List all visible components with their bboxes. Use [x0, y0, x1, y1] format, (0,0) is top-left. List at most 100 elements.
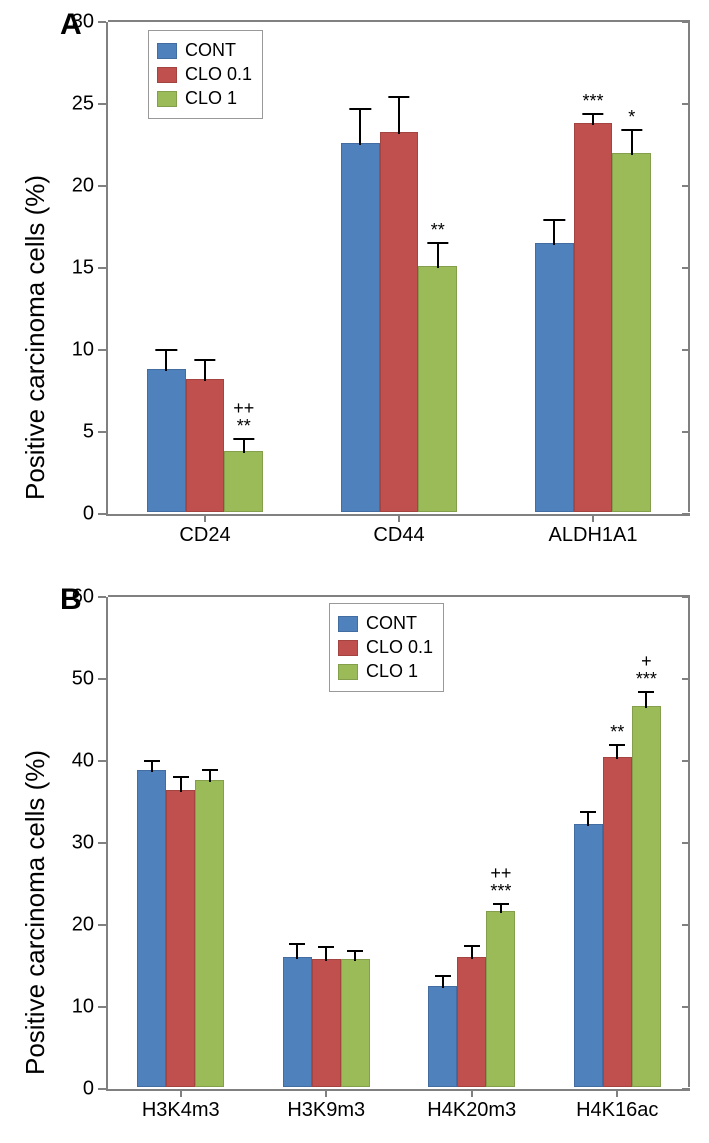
panel-b: B Positive carcinoma cells (%) 010203040… [0, 575, 709, 1135]
x-tick-label: H3K9m3 [287, 1099, 365, 1122]
bar-cont [341, 143, 380, 512]
y-tick [98, 267, 106, 269]
legend-item: CLO 0.1 [338, 637, 433, 658]
error-bar [592, 114, 594, 125]
error-bar-cap [173, 776, 189, 778]
significance-marker: + [641, 652, 652, 670]
x-tick [180, 1089, 182, 1097]
error-bar-cap [544, 219, 565, 221]
bar-clo1 [195, 780, 224, 1087]
error-bar-cap [582, 113, 603, 115]
error-bar [587, 812, 589, 826]
y-tick-inner [682, 21, 690, 23]
y-tick [98, 596, 106, 598]
error-bar-cap [388, 96, 409, 98]
error-bar-cap [638, 691, 654, 693]
y-tick-label: 50 [58, 668, 94, 691]
legend-label: CLO 0.1 [185, 64, 252, 85]
error-bar-cap [493, 903, 509, 905]
y-tick [98, 1006, 106, 1008]
bar-cont [428, 986, 457, 1087]
error-bar [553, 220, 555, 245]
x-tick-label: H4K20m3 [427, 1099, 516, 1122]
y-tick-label: 0 [58, 503, 94, 526]
legend-swatch [157, 91, 177, 107]
significance-marker: *** [636, 670, 657, 688]
error-bar-cap [347, 950, 363, 952]
x-tick-label: H4K16ac [576, 1099, 658, 1122]
y-tick-label: 25 [58, 93, 94, 116]
y-tick-label: 30 [58, 832, 94, 855]
error-bar [616, 745, 618, 759]
legend-item: CONT [157, 40, 252, 61]
panel-a-y-axis-title: Positive carcinoma cells (%) [20, 175, 51, 500]
error-bar [325, 947, 327, 961]
y-tick [98, 760, 106, 762]
error-bar [398, 97, 400, 133]
error-bar [471, 946, 473, 958]
y-tick-inner [682, 596, 690, 598]
error-bar-cap [144, 760, 160, 762]
error-bar-cap [202, 769, 218, 771]
significance-marker: ** [431, 221, 445, 239]
y-tick-label: 20 [58, 914, 94, 937]
bar-cont [137, 770, 166, 1087]
panel-b-y-axis-title: Positive carcinoma cells (%) [20, 750, 51, 1075]
legend-item: CLO 1 [157, 88, 252, 109]
y-tick-inner [682, 185, 690, 187]
error-bar-cap [233, 438, 254, 440]
y-tick-inner [682, 513, 690, 515]
legend-swatch [338, 664, 358, 680]
significance-marker: ** [610, 723, 624, 741]
y-tick [98, 842, 106, 844]
legend: CONT CLO 0.1 CLO 1 [329, 603, 444, 692]
y-tick [98, 678, 106, 680]
error-bar-cap [621, 129, 642, 131]
error-bar [359, 109, 361, 145]
legend-label: CONT [366, 613, 417, 634]
bar-clo1 [418, 266, 457, 512]
y-tick-inner [682, 1088, 690, 1090]
x-tick-label: CD24 [179, 524, 230, 547]
legend-swatch [338, 640, 358, 656]
y-tick-inner [682, 103, 690, 105]
y-tick [98, 349, 106, 351]
error-bar-cap [156, 349, 177, 351]
legend-label: CLO 1 [366, 661, 418, 682]
y-tick [98, 1088, 106, 1090]
legend-item: CLO 1 [338, 661, 433, 682]
panel-b-plot-area: 0102030405060H3K4m3H3K9m3H4K20m3***++H4K… [108, 595, 690, 1087]
legend-label: CLO 0.1 [366, 637, 433, 658]
y-tick [98, 185, 106, 187]
significance-marker: * [628, 108, 635, 126]
legend-label: CONT [185, 40, 236, 61]
y-tick-label: 10 [58, 996, 94, 1019]
error-bar [151, 761, 153, 772]
bar-cont [283, 957, 312, 1087]
bar-clo1 [486, 911, 515, 1087]
y-tick-label: 30 [58, 11, 94, 34]
error-bar [442, 976, 444, 988]
panel-a-plot-area: 051015202530CD24**++CD44**ALDH1A1****CON… [108, 20, 690, 512]
error-bar [500, 904, 502, 913]
error-bar [165, 350, 167, 371]
x-tick [592, 514, 594, 522]
bar-clo01 [380, 132, 419, 512]
error-bar-cap [609, 744, 625, 746]
x-tick [204, 514, 206, 522]
bar-clo1 [612, 153, 651, 512]
y-tick-label: 0 [58, 1078, 94, 1101]
y-tick-inner [682, 842, 690, 844]
figure-container: A Positive carcinoma cells (%) 051015202… [0, 0, 709, 1143]
y-tick-label: 20 [58, 175, 94, 198]
error-bar-cap [194, 359, 215, 361]
x-axis-line [106, 1089, 690, 1091]
y-tick [98, 21, 106, 23]
legend-swatch [338, 616, 358, 632]
significance-marker: *** [490, 882, 511, 900]
y-tick [98, 431, 106, 433]
x-tick [616, 1089, 618, 1097]
y-tick-inner [682, 678, 690, 680]
legend: CONT CLO 0.1 CLO 1 [148, 30, 263, 119]
error-bar [296, 944, 298, 959]
